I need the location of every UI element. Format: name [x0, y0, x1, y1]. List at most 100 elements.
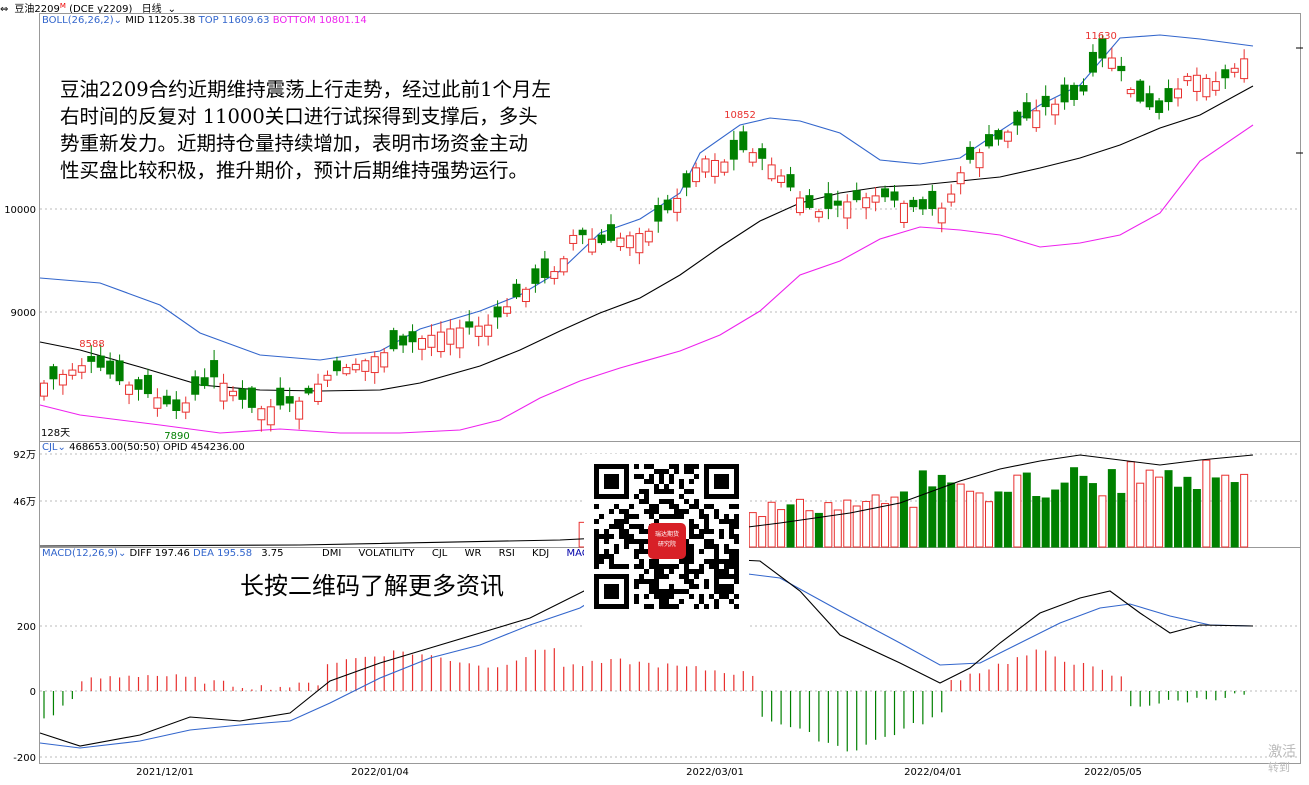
qr-module	[594, 504, 599, 509]
chevron-down-icon[interactable]: ⌄	[113, 15, 123, 26]
candle-body	[1221, 69, 1230, 79]
tab-dmi[interactable]: DMI	[322, 548, 342, 559]
qr-module	[604, 534, 609, 539]
qr-module	[659, 594, 664, 599]
qr-module	[734, 559, 739, 564]
qr-module	[659, 564, 664, 569]
qr-module	[614, 504, 619, 509]
qr-module	[699, 564, 704, 569]
qr-module	[674, 589, 679, 594]
qr-module	[639, 474, 644, 479]
qr-module	[704, 524, 709, 529]
volume-bar	[814, 512, 823, 548]
qr-module	[729, 564, 734, 569]
qr-module	[624, 539, 629, 544]
qr-module	[594, 549, 599, 554]
candle-body	[1192, 74, 1201, 92]
qr-module	[619, 519, 624, 524]
qr-module	[674, 509, 679, 514]
qr-module	[684, 574, 689, 579]
qr-module	[689, 549, 694, 554]
candle-body	[833, 200, 842, 206]
qr-module	[654, 484, 659, 489]
candle-body	[1032, 110, 1041, 129]
window-restore-icon[interactable]: ⇔	[0, 4, 9, 16]
qr-module	[649, 514, 654, 519]
chevron-down-icon[interactable]: ⌄	[57, 442, 66, 453]
qr-module	[609, 509, 614, 514]
qr-module	[639, 559, 644, 564]
tab-volatility[interactable]: VOLATILITY	[358, 548, 415, 559]
volume-bar	[1088, 483, 1097, 548]
qr-module	[724, 549, 729, 554]
qr-module	[629, 504, 634, 509]
qr-module	[729, 574, 734, 579]
volume-bar	[1003, 491, 1012, 548]
chevron-down-icon[interactable]: ⌄	[117, 548, 127, 559]
qr-module	[734, 564, 739, 569]
qr-module	[704, 539, 709, 544]
candle-body	[143, 374, 152, 395]
qr-module	[689, 534, 694, 539]
qr-module	[704, 579, 709, 584]
qr-module	[659, 604, 664, 609]
volume-bar	[1070, 467, 1079, 548]
candle-body	[597, 234, 606, 244]
qr-module	[609, 534, 614, 539]
volume-bar	[1013, 474, 1022, 548]
qr-module	[654, 584, 659, 589]
candle-body	[692, 167, 701, 183]
qr-module	[664, 564, 669, 569]
candle-body	[654, 205, 663, 222]
qr-module	[709, 539, 714, 544]
qr-module	[639, 489, 644, 494]
candle-body	[276, 387, 285, 406]
title-bar: ⇔ 豆油2209M (DCE y2209) 日线 ⌄	[0, 0, 1309, 16]
qr-module	[604, 549, 609, 554]
qr-module	[619, 534, 624, 539]
qr-module	[734, 549, 739, 554]
qr-module	[729, 524, 734, 529]
qr-module	[624, 529, 629, 534]
activation-watermark: 激活 转到	[1268, 744, 1296, 776]
qr-module	[654, 574, 659, 579]
date-axis-label: 2022/05/05	[1084, 767, 1142, 778]
candle-body	[1070, 84, 1079, 100]
period-dropdown[interactable]: 日线 ⌄	[141, 4, 177, 16]
qr-module	[624, 564, 629, 569]
boll-legend: BOLL(26,26,2)⌄ MID 11205.38 TOP 11609.63…	[42, 15, 367, 26]
qr-module	[684, 559, 689, 564]
candle-body	[191, 376, 200, 395]
qr-module	[684, 469, 689, 474]
date-axis-label: 2022/03/01	[686, 767, 744, 778]
tab-kdj[interactable]: KDJ	[532, 548, 550, 559]
volume-bar	[843, 499, 852, 548]
candle-body	[985, 134, 993, 147]
qr-module	[639, 539, 644, 544]
qr-module	[694, 584, 699, 589]
qr-finder-core	[604, 584, 619, 599]
tab-wr[interactable]: WR	[464, 548, 482, 559]
price-extreme-label: 8588	[79, 339, 104, 350]
qr-module	[709, 544, 714, 549]
qr-module	[709, 559, 714, 564]
qr-module	[719, 569, 724, 574]
volume-axis-label: 92万	[13, 450, 36, 461]
qr-module	[594, 544, 599, 549]
qr-module	[659, 599, 664, 604]
candle-body	[607, 224, 615, 241]
qr-module	[664, 489, 669, 494]
qr-module	[644, 594, 649, 599]
tab-macd[interactable]: MACD	[566, 548, 597, 559]
tab-cjl[interactable]: CJL	[431, 548, 448, 559]
qr-module	[649, 474, 654, 479]
qr-module	[629, 539, 634, 544]
qr-module	[679, 599, 684, 604]
tab-rsi[interactable]: RSI	[498, 548, 515, 559]
qr-module	[689, 504, 694, 509]
qr-module	[669, 499, 674, 504]
qr-module	[729, 599, 734, 604]
qr-module	[734, 504, 739, 509]
candle-body	[739, 131, 748, 151]
qr-module	[669, 464, 674, 469]
